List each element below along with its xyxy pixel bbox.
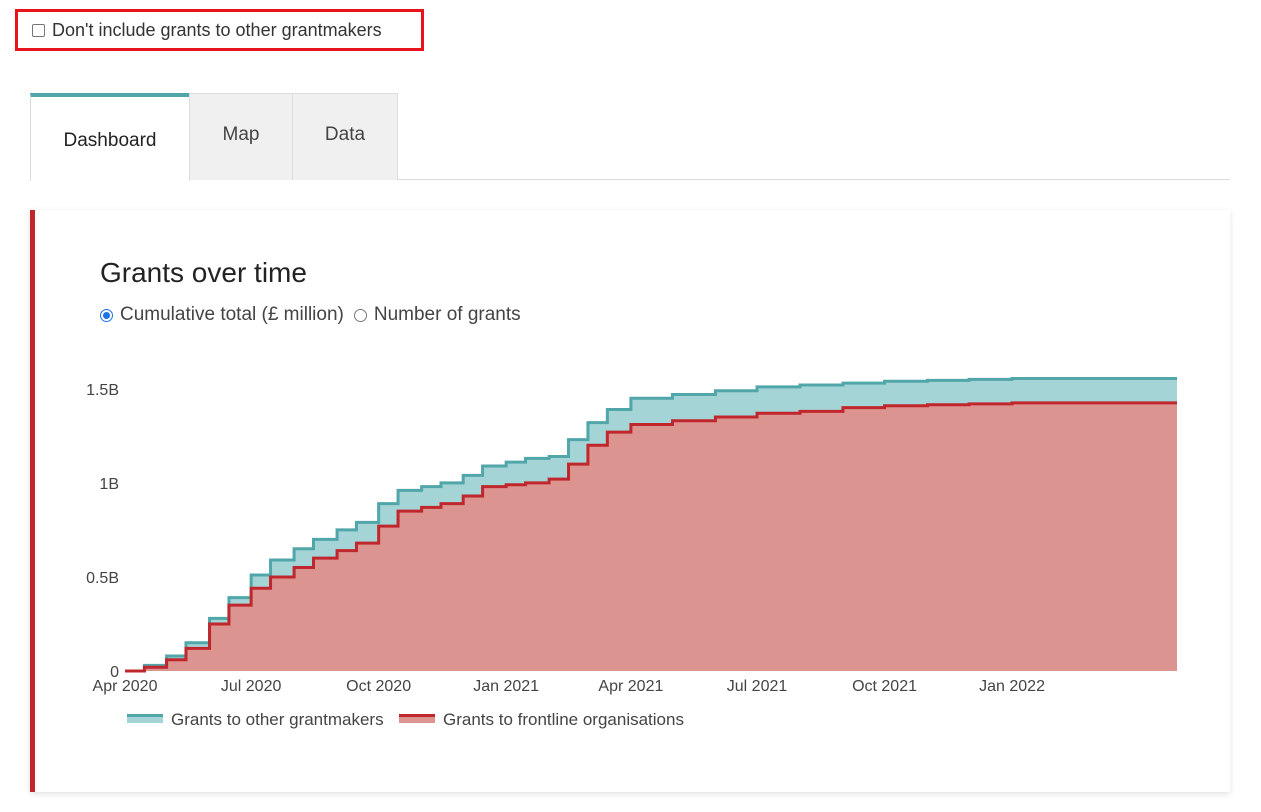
filter-box: Don't include grants to other grantmaker… [15,9,424,51]
x-tick-label: Jan 2022 [979,678,1045,695]
legend-label-frontline-organisations: Grants to frontline organisations [443,710,684,729]
grants-chart-panel: Grants over time Cumulative total (£ mil… [30,210,1230,792]
x-tick-label: Jul 2021 [727,678,788,695]
radio-cumulative-total[interactable]: Cumulative total (£ million) [100,304,344,326]
radio-cumulative-total-label: Cumulative total (£ million) [120,304,344,325]
exclude-grantmakers-toggle[interactable]: Don't include grants to other grantmaker… [32,20,382,41]
radio-cumulative-total-button[interactable] [100,308,113,322]
legend-swatch-frontline-organisations [399,714,435,723]
exclude-grantmakers-checkbox[interactable] [32,24,45,37]
radio-number-of-grants-label: Number of grants [373,304,521,325]
radio-number-of-grants-button[interactable] [353,308,367,322]
line-other-grantmakers [125,376,1177,673]
tab-dashboard[interactable]: Dashboard [30,93,190,181]
x-tick-label: Oct 2020 [346,678,411,695]
legend-swatch-other-grantmakers [127,714,163,723]
tab-data[interactable]: Data [292,93,398,180]
exclude-grantmakers-label: Don't include grants to other grantmaker… [52,20,382,40]
x-tick-label: Oct 2021 [852,678,917,695]
legend-label-other-grantmakers: Grants to other grantmakers [171,710,384,729]
legend-swatch-line-frontline-organisations [399,714,435,717]
chart-mode-radio-group: Cumulative total (£ million) Number of g… [100,304,531,326]
line-frontline-organisations [125,401,1177,673]
y-tick-label: 1.5B [86,382,119,399]
grants-over-time-chart: 0 0.5B 1B 1.5B Apr 2020 Jul 2020 Oct 2020 Jan 2… [86,376,1177,729]
tab-bar: Dashboard Map Data [30,93,1230,181]
x-tick-label: Apr 2021 [598,678,663,695]
x-tick-label: Apr 2020 [93,678,158,695]
x-tick-label: Jul 2020 [221,678,282,695]
legend-swatch-line-other-grantmakers [127,714,163,717]
x-tick-label: Jan 2021 [473,678,539,695]
y-tick-label: 1B [99,476,119,493]
radio-number-of-grants[interactable]: Number of grants [353,304,521,326]
area-frontline-organisations [125,402,1177,671]
y-tick-label: 0 [110,664,119,681]
tab-map[interactable]: Map [189,93,293,180]
chart-title: Grants over time [100,257,307,288]
y-tick-label: 0.5B [86,570,119,587]
